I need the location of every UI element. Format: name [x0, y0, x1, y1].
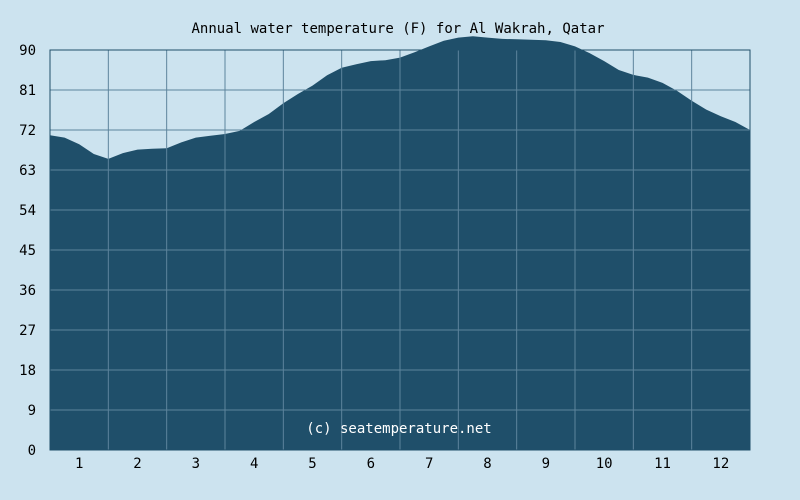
x-tick-label: 11 — [654, 456, 671, 472]
x-tick-label: 9 — [542, 456, 550, 472]
y-tick-label: 72 — [19, 123, 36, 139]
x-tick-label: 4 — [250, 456, 258, 472]
x-tick-label: 5 — [308, 456, 316, 472]
y-tick-label: 63 — [19, 163, 36, 179]
plot-border — [49, 49, 751, 451]
watermark: (c) seatemperature.net — [306, 421, 491, 437]
y-tick-label: 90 — [19, 43, 36, 59]
x-tick-label: 12 — [712, 456, 729, 472]
y-tick-label: 18 — [19, 363, 36, 379]
x-tick-label: 8 — [483, 456, 491, 472]
y-tick-label: 54 — [19, 203, 36, 219]
y-tick-label: 36 — [19, 283, 36, 299]
y-tick-label: 81 — [19, 83, 36, 99]
y-tick-label: 9 — [28, 403, 36, 419]
x-tick-label: 6 — [367, 456, 375, 472]
x-tick-label: 3 — [192, 456, 200, 472]
y-tick-label: 27 — [19, 323, 36, 339]
y-tick-label: 0 — [28, 443, 36, 459]
y-tick-label: 45 — [19, 243, 36, 259]
x-tick-label: 2 — [133, 456, 141, 472]
chart-title: Annual water temperature (F) for Al Wakr… — [191, 21, 604, 37]
x-tick-label: 10 — [596, 456, 613, 472]
x-tick-label: 7 — [425, 456, 433, 472]
x-tick-label: 1 — [75, 456, 83, 472]
